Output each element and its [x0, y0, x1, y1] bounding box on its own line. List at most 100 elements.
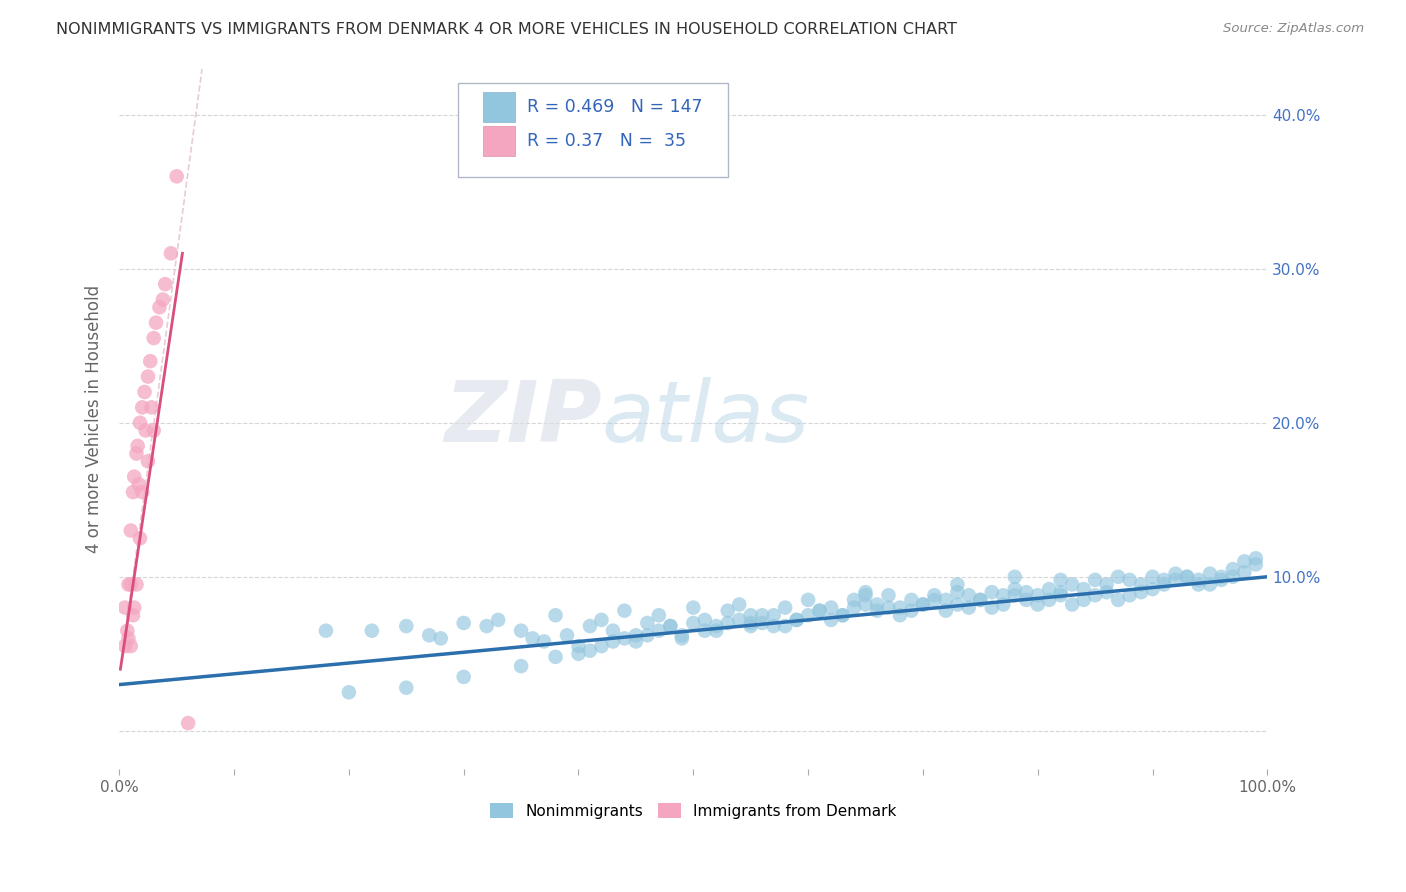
Point	[153, 277, 176, 292]
Point	[911, 598, 934, 612]
Point	[1004, 582, 1026, 596]
Point	[786, 613, 808, 627]
Point	[797, 608, 820, 623]
Point	[145, 316, 167, 330]
Point	[1095, 577, 1118, 591]
Text: R = 0.37   N =  35: R = 0.37 N = 35	[527, 132, 686, 150]
Text: Source: ZipAtlas.com: Source: ZipAtlas.com	[1223, 22, 1364, 36]
Point	[315, 624, 337, 638]
Point	[613, 632, 636, 646]
Point	[636, 615, 658, 630]
Point	[418, 628, 440, 642]
Point	[1073, 593, 1095, 607]
Point	[889, 608, 911, 623]
Point	[129, 531, 152, 545]
Point	[659, 619, 682, 633]
Point	[1015, 585, 1038, 599]
Point	[911, 598, 934, 612]
Point	[122, 600, 145, 615]
Point	[980, 600, 1002, 615]
Point	[1118, 588, 1140, 602]
Point	[855, 585, 877, 599]
Point	[131, 401, 153, 415]
Point	[682, 600, 704, 615]
Point	[1130, 585, 1153, 599]
Point	[820, 613, 842, 627]
Point	[877, 600, 900, 615]
Point	[1107, 593, 1129, 607]
Text: atlas: atlas	[602, 377, 810, 460]
Point	[510, 659, 533, 673]
Point	[980, 585, 1002, 599]
Point	[728, 613, 751, 627]
Point	[1084, 588, 1107, 602]
Point	[1062, 577, 1084, 591]
Point	[993, 598, 1015, 612]
Point	[142, 424, 165, 438]
Point	[122, 485, 145, 500]
Point	[1107, 570, 1129, 584]
Point	[717, 615, 740, 630]
Point	[148, 300, 170, 314]
Point	[1164, 566, 1187, 581]
Point	[659, 619, 682, 633]
Point	[117, 624, 139, 638]
Point	[177, 716, 200, 731]
Point	[866, 604, 889, 618]
Point	[671, 632, 693, 646]
Point	[704, 619, 727, 633]
Point	[141, 401, 163, 415]
Point	[1153, 573, 1175, 587]
Point	[831, 608, 853, 623]
Point	[1199, 577, 1222, 591]
Point	[1038, 593, 1060, 607]
Point	[152, 293, 174, 307]
Point	[762, 608, 785, 623]
Point	[1038, 582, 1060, 596]
Point	[842, 593, 865, 607]
Text: NONIMMIGRANTS VS IMMIGRANTS FROM DENMARK 4 OR MORE VEHICLES IN HOUSEHOLD CORRELA: NONIMMIGRANTS VS IMMIGRANTS FROM DENMARK…	[56, 22, 957, 37]
Point	[935, 593, 957, 607]
Point	[533, 634, 555, 648]
Point	[1084, 573, 1107, 587]
Point	[117, 632, 139, 646]
Point	[135, 424, 157, 438]
Point	[648, 624, 671, 638]
Point	[808, 604, 831, 618]
Point	[139, 354, 162, 368]
Point	[591, 613, 613, 627]
Point	[127, 439, 149, 453]
Point	[1175, 570, 1198, 584]
FancyBboxPatch shape	[458, 83, 728, 178]
Point	[866, 598, 889, 612]
Point	[717, 604, 740, 618]
Point	[142, 331, 165, 345]
Point	[122, 469, 145, 483]
Point	[1244, 558, 1267, 572]
Point	[1153, 577, 1175, 591]
Point	[136, 454, 159, 468]
Point	[1049, 573, 1071, 587]
Point	[1004, 588, 1026, 602]
Point	[125, 446, 148, 460]
Point	[751, 615, 773, 630]
Point	[136, 369, 159, 384]
Point	[1142, 570, 1164, 584]
Point	[842, 600, 865, 615]
Point	[579, 643, 602, 657]
Point	[1004, 570, 1026, 584]
Point	[1244, 551, 1267, 566]
Point	[1062, 598, 1084, 612]
Point	[114, 600, 136, 615]
Point	[786, 613, 808, 627]
Text: R = 0.469   N = 147: R = 0.469 N = 147	[527, 98, 703, 116]
Point	[728, 598, 751, 612]
Point	[682, 615, 704, 630]
Point	[1015, 593, 1038, 607]
Point	[337, 685, 360, 699]
Point	[1199, 566, 1222, 581]
Point	[1142, 582, 1164, 596]
Point	[762, 619, 785, 633]
Point	[900, 604, 922, 618]
Y-axis label: 4 or more Vehicles in Household: 4 or more Vehicles in Household	[86, 285, 103, 553]
